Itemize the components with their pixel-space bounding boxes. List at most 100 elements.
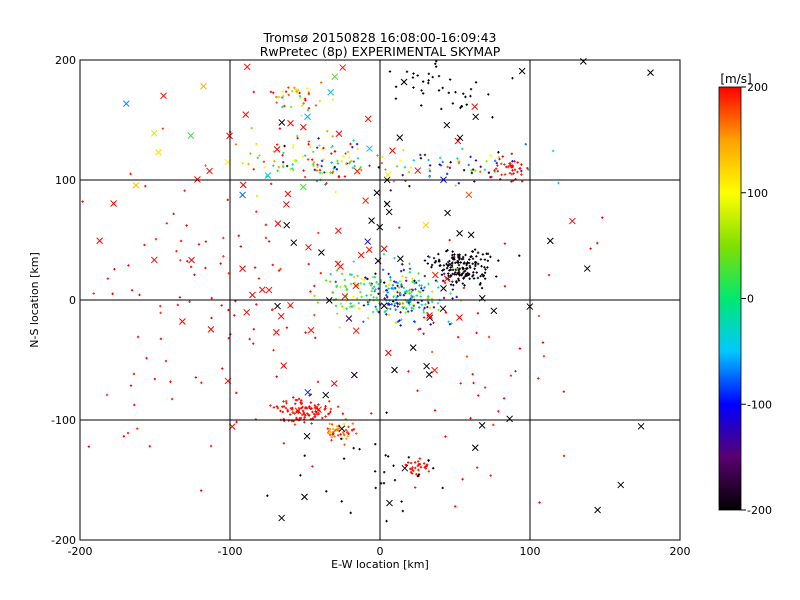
data-point: [383, 281, 386, 284]
data-point: [440, 107, 443, 111]
data-point: [441, 269, 444, 272]
data-point: [296, 136, 299, 140]
data-point: [419, 153, 422, 157]
data-point: [329, 410, 332, 414]
data-point: [362, 282, 366, 286]
data-point: [289, 105, 293, 109]
data-point-cross: [384, 349, 392, 357]
data-point: [412, 86, 415, 89]
data-point: [456, 335, 460, 339]
data-point: [264, 236, 268, 240]
data-point-cross: [122, 100, 130, 108]
y-tick-label: -200: [51, 534, 76, 547]
data-point-cross: [580, 58, 587, 65]
data-point: [429, 323, 432, 326]
data-point: [295, 91, 299, 94]
data-point: [281, 105, 284, 109]
data-point: [434, 65, 438, 68]
data-point: [210, 316, 213, 320]
data-point: [337, 175, 341, 179]
y-tick-label: -100: [51, 414, 76, 427]
data-point: [501, 155, 504, 158]
data-point: [399, 324, 402, 327]
data-point: [485, 160, 488, 163]
data-point: [386, 291, 390, 294]
data-point: [462, 168, 466, 172]
data-point: [464, 253, 467, 257]
data-point-cross: [299, 183, 307, 191]
grid-lines: [80, 60, 680, 540]
data-point: [416, 301, 420, 304]
data-point: [406, 461, 410, 464]
data-point: [179, 239, 183, 243]
data-point: [393, 302, 397, 305]
data-point: [287, 86, 290, 89]
data-point: [362, 320, 365, 323]
data-point: [480, 273, 484, 276]
data-point: [479, 274, 482, 278]
data-point: [421, 289, 425, 292]
data-point: [428, 306, 432, 310]
data-point: [292, 396, 295, 399]
data-point: [411, 76, 415, 79]
data-point: [313, 404, 317, 407]
data-point: [421, 92, 425, 95]
data-point: [126, 431, 130, 435]
chart-subtitle: RwPretec (8p) EXPERIMENTAL SKYMAP: [260, 44, 501, 59]
data-point: [284, 90, 288, 93]
data-point: [449, 266, 452, 269]
data-point: [463, 284, 466, 287]
data-point: [143, 243, 146, 247]
data-point: [508, 171, 512, 175]
data-point: [465, 355, 469, 358]
data-point: [375, 296, 378, 300]
data-point: [122, 435, 126, 438]
data-point: [249, 152, 252, 155]
data-point-cross: [273, 145, 281, 153]
data-point-cross: [345, 315, 353, 322]
data-point-cross: [335, 130, 343, 138]
colorbar-ticks: 200 100 0 -100 -200: [741, 81, 772, 517]
data-point-cross: [396, 134, 404, 141]
data-point-cross: [338, 425, 346, 433]
data-point: [317, 403, 320, 406]
data-point: [457, 277, 460, 281]
data-point: [384, 284, 388, 288]
data-point: [287, 93, 290, 97]
data-point: [419, 327, 422, 331]
data-point-cross: [518, 67, 526, 75]
data-point: [299, 474, 302, 477]
data-point: [342, 422, 346, 426]
data-point: [418, 284, 421, 287]
data-point: [138, 293, 141, 297]
data-point: [306, 158, 310, 161]
data-point: [281, 165, 285, 168]
data-point: [424, 303, 427, 306]
data-point: [416, 464, 420, 468]
data-point: [220, 304, 223, 307]
data-point: [418, 306, 421, 309]
data-point: [433, 409, 437, 412]
data-point: [318, 144, 321, 147]
data-point-cross: [307, 326, 315, 334]
data-point: [336, 434, 340, 437]
data-point: [412, 304, 416, 308]
data-point: [453, 253, 456, 256]
data-point: [401, 302, 405, 305]
data-point: [269, 90, 273, 94]
data-point: [312, 161, 316, 164]
data-point: [437, 308, 440, 312]
data-point: [396, 305, 399, 308]
data-point-cross: [337, 263, 344, 270]
data-point: [402, 268, 406, 272]
data-point: [253, 266, 257, 269]
data-point: [282, 151, 285, 155]
data-point: [524, 142, 527, 146]
data-point: [407, 301, 410, 304]
data-point: [373, 470, 377, 473]
data-point-cross: [456, 230, 463, 237]
data-point: [276, 143, 279, 146]
data-point: [281, 405, 284, 409]
data-point: [445, 262, 448, 266]
data-point: [465, 263, 468, 267]
